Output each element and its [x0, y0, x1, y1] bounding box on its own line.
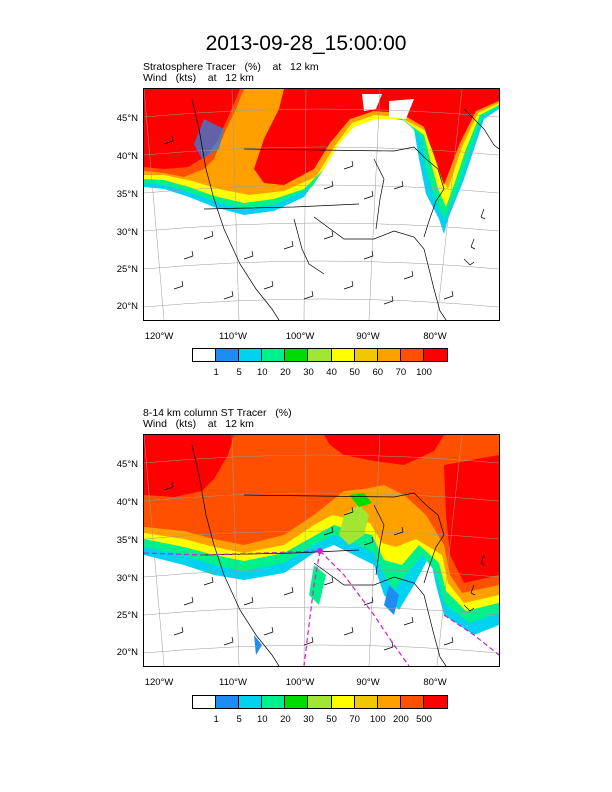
colorbar-label: 50 — [349, 367, 360, 378]
colorbar-swatch — [377, 349, 401, 361]
colorbar-label: 1 — [213, 367, 219, 378]
panel1-colorbar — [192, 348, 449, 362]
panel2-subtitle-line2: Wind (kts) at 12 km — [143, 418, 254, 430]
panel1-lon-label: 90°W — [356, 331, 380, 342]
panel1-lat-label: 30°N — [116, 227, 138, 238]
panel2-lat-label: 40°N — [116, 497, 138, 508]
colorbar-swatch — [216, 696, 240, 708]
colorbar-label: 100 — [369, 714, 386, 725]
colorbar-swatch — [239, 349, 263, 361]
colorbar-swatch — [400, 696, 424, 708]
colorbar-swatch — [193, 696, 217, 708]
colorbar-swatch — [331, 349, 355, 361]
panel2-lat-label: 25°N — [116, 610, 138, 621]
panel2-subtitle-line1: 8-14 km column ST Tracer (%) — [143, 407, 292, 419]
colorbar-swatch — [400, 349, 424, 361]
colorbar-swatch — [377, 696, 401, 708]
colorbar-label: 20 — [280, 367, 291, 378]
panel2-lat-label: 20°N — [116, 647, 138, 658]
colorbar-swatch — [193, 349, 217, 361]
panel2-lon-label: 110°W — [219, 677, 247, 688]
panel1-map — [143, 88, 500, 321]
colorbar-label: 30 — [303, 367, 314, 378]
panel2-lat-label: 45°N — [116, 459, 138, 470]
colorbar-label: 5 — [236, 367, 242, 378]
colorbar-label: 50 — [326, 714, 337, 725]
colorbar-swatch — [354, 349, 378, 361]
colorbar-swatch — [331, 696, 355, 708]
panel1-subtitle-line2: Wind (kts) at 12 km — [143, 72, 254, 84]
colorbar-swatch — [285, 349, 309, 361]
colorbar-label: 10 — [257, 714, 268, 725]
colorbar-swatch — [354, 696, 378, 708]
figure-title: 2013-09-28_15:00:00 — [205, 32, 407, 55]
panel1-subtitle-line1: Stratosphere Tracer (%) at 12 km — [143, 61, 319, 73]
panel1-lat-label: 25°N — [116, 264, 138, 275]
colorbar-label: 20 — [280, 714, 291, 725]
colorbar-label: 500 — [416, 714, 432, 725]
panel2-lon-label: 120°W — [144, 677, 174, 688]
colorbar-swatch — [308, 696, 332, 708]
panel1-lon-label: 120°W — [144, 331, 174, 342]
colorbar-swatch — [239, 696, 263, 708]
colorbar-label: 70 — [349, 714, 360, 725]
panel1-lat-label: 35°N — [116, 189, 138, 200]
colorbar-label: 5 — [236, 714, 242, 725]
colorbar-swatch — [262, 696, 286, 708]
colorbar-swatch — [262, 349, 286, 361]
panel2-lon-label: 100°W — [285, 677, 315, 688]
colorbar-label: 200 — [392, 714, 409, 725]
panel1-lon-label: 110°W — [219, 331, 247, 342]
colorbar-label: 1 — [213, 714, 219, 725]
panel2-lat-label: 35°N — [116, 535, 138, 546]
colorbar-label: 10 — [257, 367, 268, 378]
panel2-lon-label: 90°W — [356, 677, 380, 688]
panel2-lon-label: 80°W — [423, 677, 447, 688]
colorbar-label: 30 — [303, 714, 314, 725]
colorbar-label: 70 — [395, 367, 407, 378]
colorbar-swatch — [308, 349, 332, 361]
panel1-lat-label: 20°N — [116, 301, 138, 312]
colorbar-label: 40 — [326, 367, 337, 378]
colorbar-label: 100 — [416, 367, 432, 378]
colorbar-swatch — [216, 349, 240, 361]
panel2-colorbar — [192, 695, 449, 709]
panel2-lat-label: 30°N — [116, 573, 138, 584]
colorbar-swatch — [423, 696, 448, 708]
colorbar-label: 60 — [372, 367, 384, 378]
colorbar-swatch — [423, 349, 448, 361]
panel1-lon-label: 100°W — [285, 331, 315, 342]
panel1-lat-label: 45°N — [116, 113, 138, 124]
panel2-map — [143, 434, 500, 667]
panel1-lat-label: 40°N — [116, 151, 138, 162]
colorbar-swatch — [285, 696, 309, 708]
panel1-lon-label: 80°W — [423, 331, 447, 342]
